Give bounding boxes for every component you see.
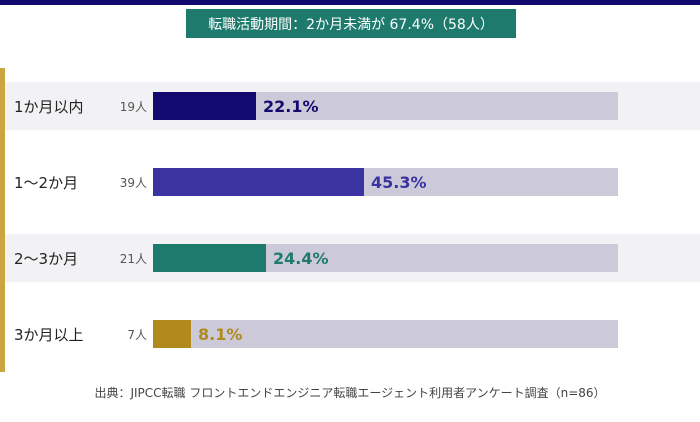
bar-row: 1か月以内 19人 22.1% — [5, 82, 700, 130]
top-rule — [0, 0, 700, 5]
respondent-count: 7人 — [127, 327, 147, 342]
percent-label: 8.1% — [198, 324, 243, 344]
bar-fill — [153, 320, 191, 348]
source-note: 出典：JIPCC転職 フロントエンドエンジニア転職エージェント利用者アンケート調… — [94, 386, 606, 400]
category-label: 1か月以内 — [14, 97, 84, 116]
bar-fill — [153, 168, 364, 196]
category-label: 2〜3か月 — [14, 249, 79, 268]
bar-row: 2〜3か月 21人 24.4% — [5, 234, 700, 282]
bar-row: 1〜2か月 39人 45.3% — [5, 158, 700, 206]
bar-track — [153, 320, 618, 348]
bar-track — [153, 244, 618, 272]
respondent-count: 21人 — [119, 251, 147, 266]
percent-label: 24.4% — [273, 248, 329, 268]
bar-row: 3か月以上 7人 8.1% — [5, 310, 700, 358]
percent-label: 22.1% — [263, 96, 319, 116]
bar-fill — [153, 244, 266, 272]
bar-track — [153, 168, 618, 196]
left-accent-bar — [0, 68, 5, 372]
respondent-count: 39人 — [119, 175, 147, 190]
category-label: 3か月以上 — [14, 325, 84, 344]
respondent-count: 19人 — [119, 99, 147, 114]
bar-fill — [153, 92, 256, 120]
category-label: 1〜2か月 — [14, 173, 79, 192]
bar-track — [153, 92, 618, 120]
percent-label: 45.3% — [371, 172, 427, 192]
chart-title-badge: 転職活動期間：2か月未満が 67.4%（58人） — [186, 9, 516, 38]
